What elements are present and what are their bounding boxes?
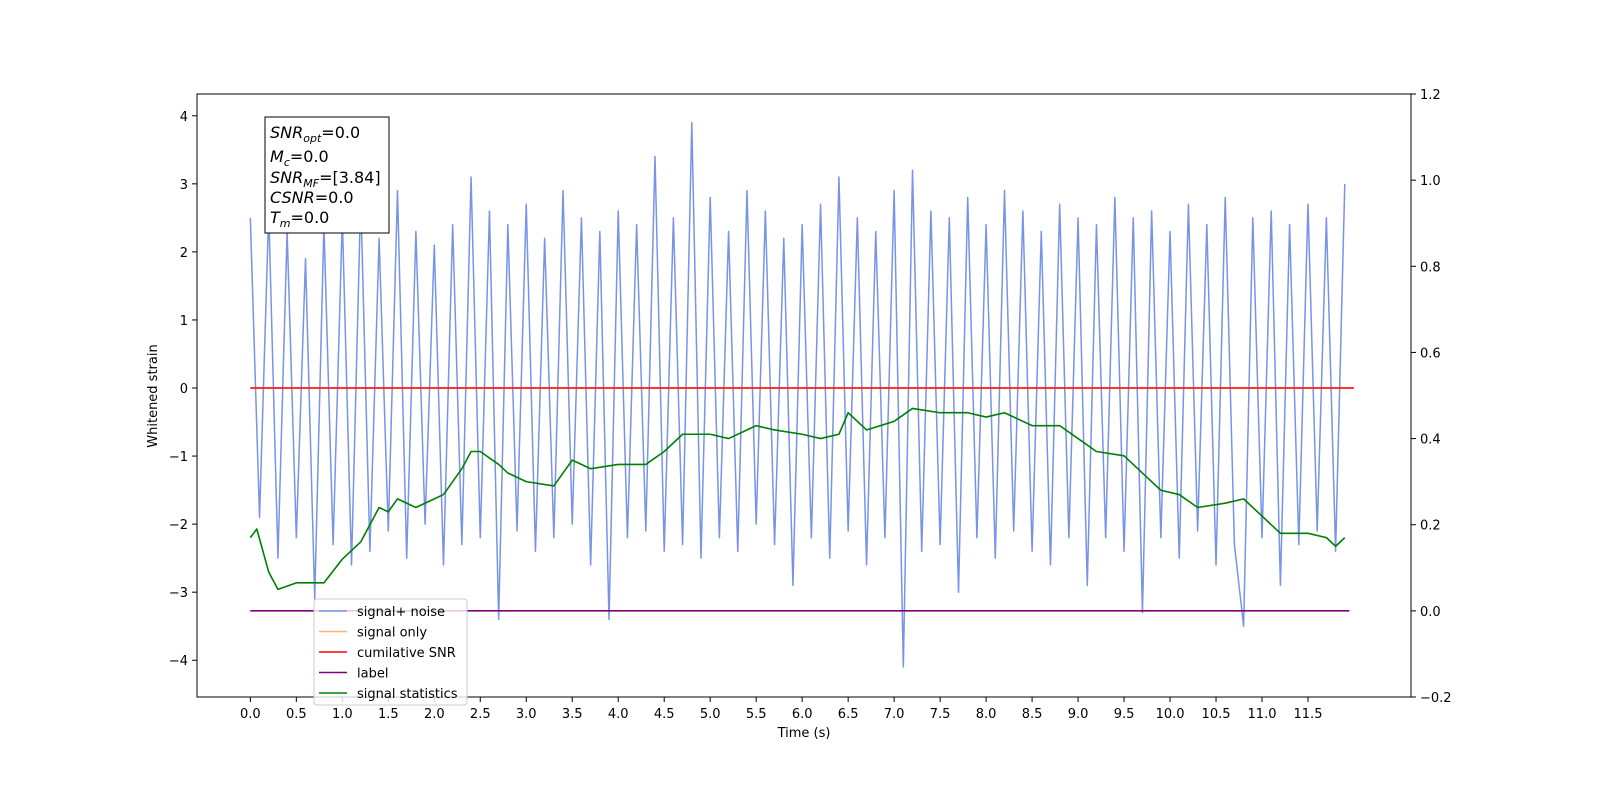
y2-tick-label: 0.6 [1420,346,1441,361]
annotation-subscript: opt [303,132,322,145]
x-tick-label: 8.5 [1022,707,1043,722]
x-tick-label: 10.0 [1156,707,1185,722]
y-tick-label: −1 [169,450,188,465]
annotation-line: Mc=0.0 [270,147,329,169]
x-tick-label: 0.0 [240,707,261,722]
annotation-symbol: CSNR [270,188,315,207]
x-tick-label: 5.0 [700,707,721,722]
annotation-value: =0.0 [321,123,360,142]
x-tick-label: 4.0 [608,707,629,722]
legend-label: signal+ noise [357,605,445,620]
x-tick-label: 6.5 [838,707,859,722]
y-tick-label: −2 [169,518,188,533]
legend-label: cumilative SNR [357,646,456,661]
y-axis-label: Whitened strain [146,344,161,447]
x-tick-label: 7.5 [930,707,951,722]
annotation-subscript: c [284,156,290,169]
annotation-line: Tm=0.0 [270,208,329,230]
x-tick-label: 1.5 [378,707,399,722]
x-tick-label: 8.0 [976,707,997,722]
y2-tick-label: 0.4 [1420,433,1441,448]
annotation-value: =[3.84] [319,168,381,187]
series-line [249,407,1346,591]
legend-box [313,598,468,706]
y-tick-label: −4 [169,654,188,669]
x-tick-label: 11.0 [1248,707,1277,722]
annotation-value: =0.0 [315,188,354,207]
annotation-line: SNRMF=[3.84] [270,168,381,190]
y2-tick-label: 0.8 [1420,260,1441,275]
x-tick-label: 5.5 [746,707,767,722]
y2-tick-label: −0.2 [1420,691,1452,706]
legend-label: label [357,667,388,682]
annotation-subscript: MF [303,177,319,190]
y-tick-label: 4 [180,110,188,125]
y2-tick-label: 0.0 [1420,605,1441,620]
x-tick-label: 7.0 [884,707,905,722]
x-tick-label: 3.5 [562,707,583,722]
y-tick-label: 0 [180,382,188,397]
series-line [249,121,1346,668]
annotation-symbol: SNR [270,168,303,187]
x-tick-label: 3.0 [516,707,537,722]
annotation-value: =0.0 [291,208,330,227]
annotation-line: CSNR=0.0 [270,188,354,207]
y-tick-label: 3 [180,178,188,193]
annotation-box [264,116,390,234]
y2-tick-label: 0.2 [1420,519,1441,534]
y-tick-label: 2 [180,246,188,261]
annotation-symbol: T [270,208,281,227]
annotation-symbol: M [270,147,284,166]
y-tick-label: −3 [169,586,188,601]
x-axis-label: Time (s) [777,726,831,741]
y-tick-label: 1 [180,314,188,329]
y2-tick-label: 1.0 [1420,174,1441,189]
x-tick-label: 6.0 [792,707,813,722]
x-tick-label: 9.5 [1114,707,1135,722]
annotation-value: =0.0 [290,147,329,166]
x-tick-label: 9.0 [1068,707,1089,722]
annotation-symbol: SNR [270,123,303,142]
x-tick-label: 4.5 [654,707,675,722]
y2-tick-label: 1.2 [1420,88,1441,103]
plot-area [197,94,1411,697]
annotation-subscript: m [280,217,291,230]
legend-label: signal statistics [357,687,458,702]
x-tick-label: 11.5 [1294,707,1323,722]
x-tick-label: 2.5 [470,707,491,722]
x-tick-label: 1.0 [332,707,353,722]
legend-label: signal only [357,626,427,641]
x-tick-label: 0.5 [286,707,307,722]
x-tick-label: 2.0 [424,707,445,722]
x-tick-label: 10.5 [1202,707,1231,722]
annotation-line: SNRopt=0.0 [270,123,360,145]
plot-frame [196,93,1412,698]
